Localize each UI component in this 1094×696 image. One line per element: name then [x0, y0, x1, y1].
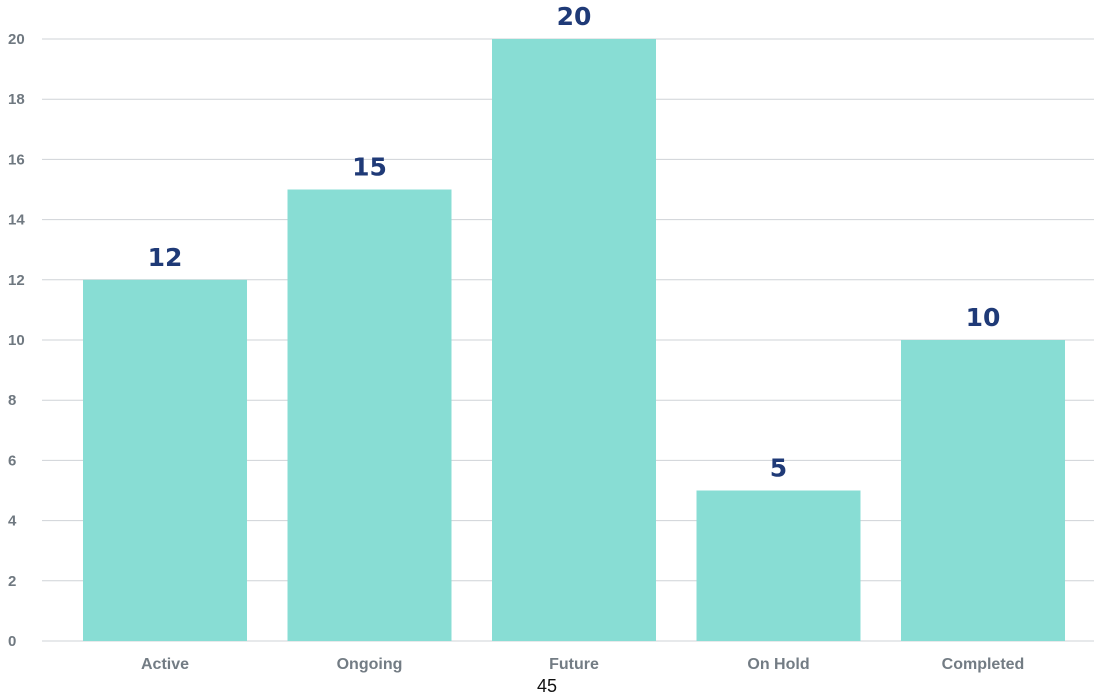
bar-completed: [901, 340, 1065, 641]
y-tick-label: 12: [8, 272, 25, 289]
y-tick-label: 14: [8, 212, 25, 229]
y-tick-label: 8: [8, 392, 16, 409]
data-label: 10: [966, 303, 1001, 332]
y-tick-label: 0: [8, 633, 16, 650]
y-tick-label: 2: [8, 573, 16, 590]
bars: [83, 39, 1065, 641]
x-category-label: Future: [549, 656, 599, 673]
data-label: 5: [770, 454, 787, 483]
y-tick-label: 6: [8, 452, 16, 469]
data-labels: 12 15 20 5 10: [148, 2, 1001, 483]
x-category-label: Completed: [942, 656, 1025, 673]
x-category-label: Ongoing: [337, 656, 403, 673]
y-tick-label: 10: [8, 332, 25, 349]
bar-future: [492, 39, 656, 641]
bar-ongoing: [287, 189, 452, 641]
bar-active: [83, 279, 247, 641]
y-tick-label: 4: [8, 513, 17, 530]
y-tick-label: 20: [8, 31, 25, 48]
data-label: 20: [557, 2, 592, 31]
y-axis-ticks: 0 2 4 6 8 10 12 14 16 18 20: [8, 31, 25, 650]
x-category-label: Active: [141, 656, 189, 673]
y-tick-label: 18: [8, 91, 25, 108]
bar-on-hold: [696, 490, 861, 641]
x-category-label: On Hold: [747, 656, 809, 673]
y-tick-label: 16: [8, 151, 25, 168]
data-label: 15: [352, 153, 387, 182]
x-axis-categories: Active Ongoing Future On Hold Completed: [141, 656, 1024, 673]
page-number: 45: [536, 676, 558, 696]
data-label: 12: [148, 243, 183, 272]
